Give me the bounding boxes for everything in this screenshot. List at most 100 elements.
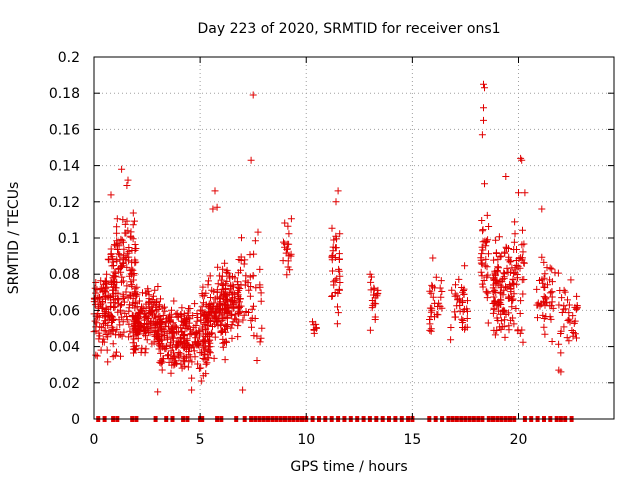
- data-point: [205, 277, 212, 285]
- data-point: [117, 301, 125, 308]
- data-point: [497, 325, 505, 333]
- data-point: [519, 254, 526, 262]
- data-point: [519, 248, 527, 256]
- data-point: [310, 326, 318, 333]
- data-point: [108, 262, 116, 270]
- data-point: [205, 348, 213, 356]
- data-point: [438, 288, 446, 295]
- data-point: [197, 306, 205, 314]
- data-point: [256, 283, 264, 291]
- data-point: [285, 240, 293, 248]
- data-point: [429, 293, 437, 301]
- data-point: [182, 339, 190, 347]
- data-point: [481, 84, 488, 92]
- data-point: [499, 291, 507, 299]
- data-point: [548, 293, 556, 301]
- data-point: [547, 315, 555, 323]
- data-point: [147, 319, 154, 327]
- data-point: [573, 303, 581, 311]
- data-point: [223, 309, 231, 317]
- data-point: [123, 313, 131, 320]
- data-point: [336, 279, 344, 286]
- data-point: [331, 276, 339, 284]
- data-point: [538, 253, 546, 261]
- data-point: [215, 306, 223, 314]
- data-point: [132, 346, 140, 354]
- data-point: [485, 223, 493, 230]
- data-point: [237, 266, 244, 274]
- data-point: [209, 205, 217, 213]
- data-point: [113, 326, 121, 334]
- data-point: [119, 260, 127, 268]
- data-point: [165, 314, 172, 322]
- data-point: [484, 289, 492, 297]
- data-point: [168, 306, 175, 314]
- x-axis-title: GPS time / hours: [290, 459, 407, 475]
- data-point: [546, 264, 554, 272]
- data-point: [188, 358, 196, 366]
- data-point: [555, 301, 563, 309]
- data-point: [499, 275, 506, 283]
- data-point: [427, 327, 435, 335]
- data-point: [558, 294, 566, 302]
- data-point: [175, 354, 183, 362]
- data-point: [432, 273, 440, 281]
- data-point: [123, 182, 131, 189]
- data-point: [517, 297, 525, 305]
- data-point: [513, 246, 520, 253]
- data-point: [123, 316, 131, 324]
- data-point: [93, 286, 101, 293]
- data-point: [228, 321, 236, 329]
- data-point: [218, 311, 226, 319]
- data-point: [154, 388, 162, 396]
- data-point: [182, 319, 189, 327]
- data-point: [573, 304, 581, 312]
- data-point: [507, 257, 515, 265]
- data-point: [509, 295, 517, 303]
- data-point: [542, 313, 550, 320]
- data-point: [509, 275, 517, 283]
- data-point: [111, 296, 119, 304]
- data-point: [171, 360, 179, 368]
- data-point: [248, 323, 255, 331]
- data-point: [186, 315, 194, 323]
- data-point: [548, 338, 556, 345]
- data-point: [126, 291, 134, 299]
- data-point: [217, 329, 225, 336]
- data-point: [166, 318, 174, 325]
- data-point: [505, 309, 513, 317]
- data-point: [160, 328, 168, 336]
- data-point: [154, 283, 162, 290]
- grid-layer: [94, 57, 614, 419]
- data-point: [251, 315, 259, 322]
- data-point: [208, 329, 216, 337]
- data-point: [170, 337, 177, 345]
- data-point: [479, 246, 487, 254]
- data-point: [370, 291, 377, 299]
- data-point: [210, 288, 218, 296]
- data-point: [229, 294, 237, 302]
- data-point: [97, 346, 105, 354]
- data-point: [459, 317, 467, 324]
- data-point: [126, 301, 134, 309]
- data-point: [489, 309, 497, 317]
- data-point: [241, 281, 249, 289]
- data-point: [211, 187, 219, 195]
- data-point: [218, 281, 226, 289]
- data-point: [124, 227, 132, 235]
- data-point: [222, 301, 229, 309]
- data-point: [566, 318, 574, 326]
- data-point: [228, 334, 236, 342]
- data-point: [207, 294, 214, 301]
- data-point: [226, 285, 234, 293]
- data-point: [257, 297, 265, 305]
- data-point: [211, 333, 219, 341]
- data-point: [96, 294, 104, 301]
- data-point: [541, 330, 549, 338]
- data-point: [516, 310, 524, 317]
- data-point: [118, 165, 126, 173]
- data-point: [219, 265, 227, 273]
- data-point: [478, 131, 486, 139]
- data-point: [570, 319, 578, 327]
- data-point: [498, 307, 506, 315]
